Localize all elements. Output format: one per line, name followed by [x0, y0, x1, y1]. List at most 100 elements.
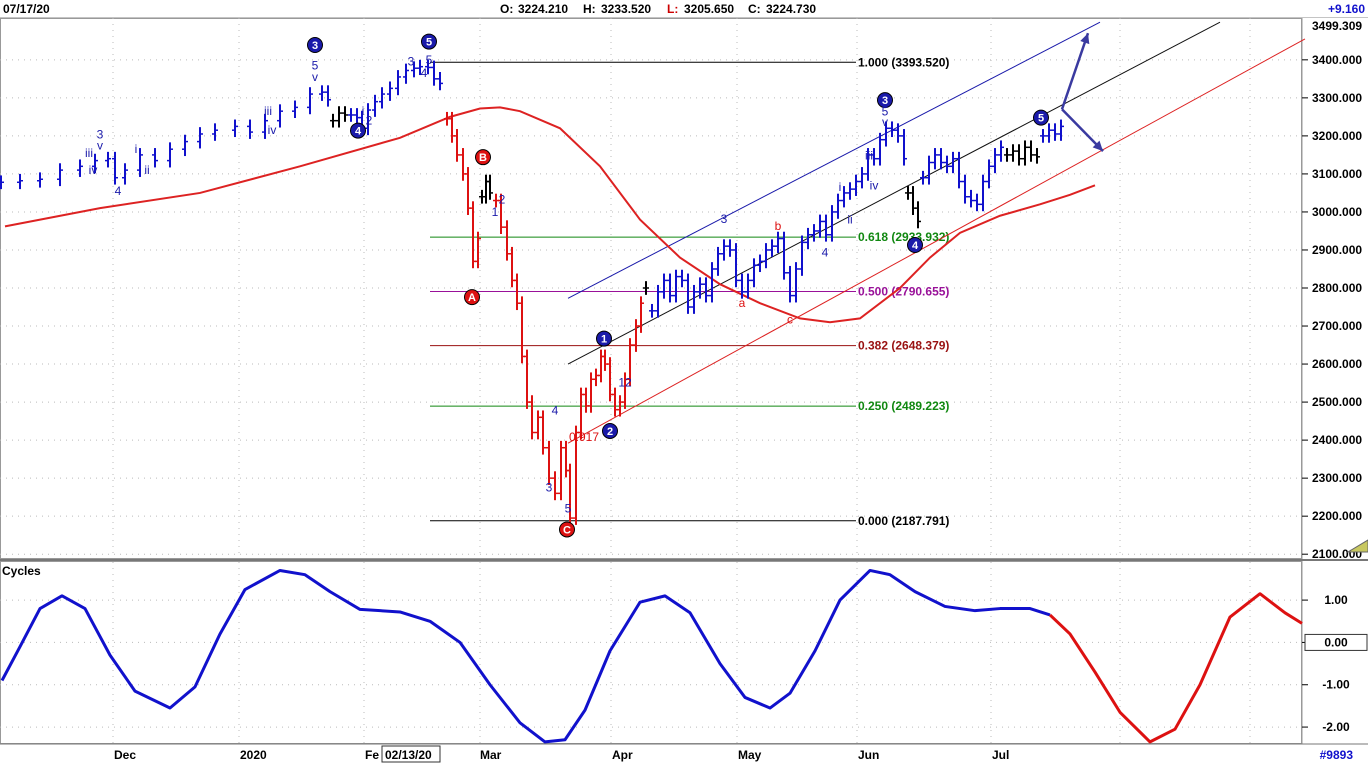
price-panel-frame: [0, 18, 1302, 559]
wave-circle-label-1: 5: [426, 37, 432, 49]
cycle-series-0: [0, 568, 1051, 744]
wave-label-7: iii: [264, 104, 272, 118]
cycle-zero-box: [1304, 633, 1368, 651]
moving-average-line: [4, 106, 1096, 324]
high-value: 3233.520: [601, 2, 651, 16]
month-may: May: [738, 748, 762, 762]
cycle-line: [0, 568, 1303, 744]
change-value: +9.160: [1328, 2, 1365, 16]
wave-circle-label-7: 2: [607, 426, 613, 438]
wave-circle-label-4: A: [468, 292, 476, 304]
wave-circle-8: [877, 92, 893, 109]
wave-label-27: 4: [822, 246, 829, 260]
wave-label-22: 12: [618, 376, 632, 390]
wave-circle-label-9: 4: [912, 240, 919, 252]
wave-label-12: 2: [366, 114, 373, 128]
price-axis: [1302, 18, 1368, 744]
wave-circle-label-6: 1: [601, 334, 607, 346]
fib-label-0: 1.000 (3393.520): [858, 55, 949, 69]
fib-label-1: 0.618 (2933.932): [858, 230, 949, 244]
projection-arrowhead-0: [1080, 33, 1090, 45]
wave-label-17: 2: [499, 192, 506, 206]
wave-circle-3: [475, 149, 491, 166]
projection-arrowhead-1: [1092, 140, 1103, 152]
price-axis-label-11: 3200.000: [1312, 129, 1362, 143]
wave-label-18: 4: [552, 403, 559, 417]
wave-label-14: 5: [426, 53, 433, 67]
price-axis-label-2: 2300.000: [1312, 471, 1362, 485]
wave-circle-label-2: 4: [355, 126, 362, 138]
channel-line-0: [567, 21, 1101, 299]
wave-label-23: 3: [721, 212, 728, 226]
price-axis-top-label: 3499.309: [1312, 19, 1362, 33]
header-bar: [0, 0, 1368, 18]
price-axis-labels: 3499.3092100.0002200.0002300.0002400.000…: [1302, 19, 1368, 561]
wave-label-25: b: [775, 219, 782, 233]
fibonacci-levels: 1.000 (3393.520) 0.618 (2933.932) 0.500 (2…: [430, 55, 949, 528]
header-date: 07/17/20: [3, 2, 50, 16]
month-apr: Apr: [612, 748, 633, 762]
price-bars: [0, 59, 1064, 525]
wave-label-6: ii: [144, 163, 149, 177]
low-label: L:: [667, 2, 678, 16]
wave-label-20: 3: [546, 481, 553, 495]
month-feb: Fe: [365, 748, 379, 762]
cycle-axis-label-0: 1.00: [1324, 593, 1348, 607]
wave-label-3: iv: [89, 163, 98, 177]
fib-label-3: 0.382 (2648.379): [858, 339, 949, 353]
time-axis: Dec 2020 Fe 02/13/20 Mar Apr May Jun Jul…: [114, 745, 1353, 763]
wave-label-9: 5: [312, 59, 319, 73]
wave-circle-label-3: B: [479, 152, 487, 164]
moving-average: [4, 106, 1096, 324]
price-axis-label-5: 2600.000: [1312, 357, 1362, 371]
wave-circle-label-5: C: [563, 524, 571, 536]
projection-arrow-0: [1060, 32, 1090, 110]
month-jul: Jul: [992, 748, 1009, 762]
cycles-panel-title: Cycles: [2, 564, 41, 578]
cycle-series-1: [1048, 592, 1303, 744]
wave-circle-6: [596, 330, 612, 347]
wave-circle-2: [350, 122, 366, 139]
wave-label-19: 0.917: [569, 430, 599, 444]
price-axis-label-9: 3000.000: [1312, 205, 1362, 219]
open-value: 3224.210: [518, 2, 568, 16]
fib-label-5: 0.000 (2187.791): [858, 514, 949, 528]
cursor-date: 02/13/20: [385, 748, 432, 762]
price-axis-label-4: 2500.000: [1312, 395, 1362, 409]
channel-line-1: [567, 21, 1221, 365]
wave-circle-label-10: 5: [1038, 113, 1044, 125]
wave-label-26: c: [787, 313, 793, 327]
wave-label-16: 1: [492, 205, 499, 219]
grid: [0, 18, 1302, 744]
projection-arrows: [1060, 32, 1104, 152]
wave-label-33: v: [882, 115, 888, 129]
close-label: C:: [748, 2, 761, 16]
channel-line-2: [567, 38, 1306, 444]
wave-label-32: 5: [882, 105, 889, 119]
high-label: H:: [583, 2, 596, 16]
price-axis-label-3: 2400.000: [1312, 433, 1362, 447]
wave-circle-label-0: 3: [312, 40, 318, 52]
wave-label-8: iv: [268, 123, 277, 137]
scale-handle-icon: [1346, 539, 1368, 553]
price-axis-label-8: 2900.000: [1312, 243, 1362, 257]
wave-label-15: 4: [421, 66, 428, 80]
wave-label-21: 5: [565, 502, 572, 516]
low-value: 3205.650: [684, 2, 734, 16]
price-axis-label-12: 3300.000: [1312, 91, 1362, 105]
open-label: O:: [500, 2, 513, 16]
wave-label-2: iii: [85, 146, 93, 160]
wave-circle-5: [559, 521, 575, 538]
price-axis-label-6: 2700.000: [1312, 319, 1362, 333]
wave-circle-label-8: 3: [882, 95, 888, 107]
cycle-axis-label-2: -1.00: [1322, 678, 1350, 692]
wave-circle-10: [1033, 109, 1049, 126]
wave-label-0: 3: [97, 128, 104, 142]
price-axis-label-10: 3100.000: [1312, 167, 1362, 181]
wave-label-11: i: [362, 104, 365, 118]
month-mar: Mar: [480, 748, 502, 762]
wave-label-5: i: [135, 142, 138, 156]
cycle-axis-label-1: 0.00: [1324, 635, 1348, 649]
